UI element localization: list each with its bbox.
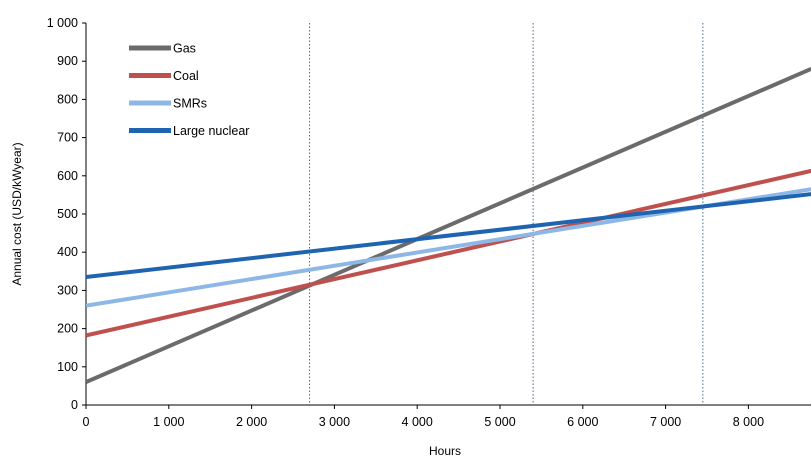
- y-tick-label: 600: [57, 169, 78, 183]
- legend-label-coal: Coal: [173, 69, 199, 83]
- x-tick-label: 8 000: [733, 415, 764, 429]
- x-axis-title: Hours: [429, 444, 461, 458]
- series-line-coal: [86, 168, 811, 338]
- legend: Gas Coal SMRs Large nuclear: [129, 42, 249, 138]
- x-axis-ticks: 0 1 000 2 000 3 000 4 000 5 000 6 000 7 000 8 00…: [83, 405, 764, 429]
- x-tick-label: 2 000: [236, 415, 267, 429]
- x-tick-label: 4 000: [402, 415, 433, 429]
- y-tick-label: 400: [57, 245, 78, 259]
- y-tick-label: 700: [57, 131, 78, 145]
- legend-label-gas: Gas: [173, 42, 196, 56]
- series-line-gas: [86, 67, 811, 384]
- y-axis-ticks: 0 100 200 300 400 500 600 700 800 900 1 000: [47, 16, 86, 412]
- y-tick-label: 900: [57, 54, 78, 68]
- series-line-large-nuclear: [86, 192, 811, 280]
- y-tick-label: 1 000: [47, 16, 78, 30]
- y-tick-label: 200: [57, 322, 78, 336]
- y-tick-label: 800: [57, 92, 78, 106]
- x-tick-label: 6 000: [567, 415, 598, 429]
- y-axis-title: Annual cost (USD/kWyear): [10, 142, 24, 285]
- y-tick-label: 500: [57, 207, 78, 221]
- x-tick-label: 3 000: [319, 415, 350, 429]
- y-tick-label: 100: [57, 360, 78, 374]
- legend-label-smrs: SMRs: [173, 97, 207, 111]
- y-tick-label: 300: [57, 283, 78, 297]
- x-tick-label: 1 000: [153, 415, 184, 429]
- vertical-reference-lines: [309, 23, 704, 405]
- y-tick-label: 0: [71, 398, 78, 412]
- x-tick-label: 5 000: [484, 415, 515, 429]
- series-lines: [86, 67, 811, 384]
- legend-label-large-nuclear: Large nuclear: [173, 124, 249, 138]
- x-tick-label: 7 000: [650, 415, 681, 429]
- x-tick-label: 0: [83, 415, 90, 429]
